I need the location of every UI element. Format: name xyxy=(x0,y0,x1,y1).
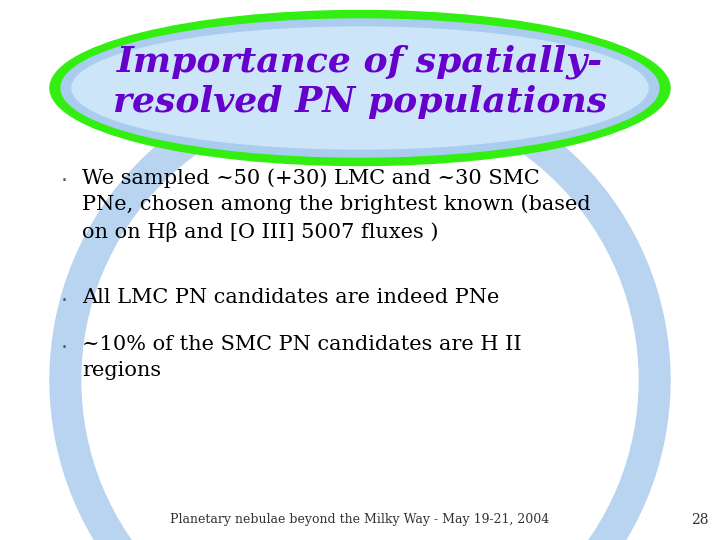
Ellipse shape xyxy=(72,27,648,149)
Text: Importance of spatially-: Importance of spatially- xyxy=(117,45,603,79)
Text: ·: · xyxy=(60,171,68,191)
Ellipse shape xyxy=(50,10,670,165)
Circle shape xyxy=(50,70,670,540)
Text: resolved PN populations: resolved PN populations xyxy=(113,85,607,119)
Text: Planetary nebulae beyond the Milky Way - May 19-21, 2004: Planetary nebulae beyond the Milky Way -… xyxy=(171,514,549,526)
Text: All LMC PN candidates are indeed PNe: All LMC PN candidates are indeed PNe xyxy=(82,288,500,307)
Text: ~10% of the SMC PN candidates are H II
regions: ~10% of the SMC PN candidates are H II r… xyxy=(82,335,521,380)
Text: We sampled ~50 (+30) LMC and ~30 SMC
PNe, chosen among the brightest known (base: We sampled ~50 (+30) LMC and ~30 SMC PNe… xyxy=(82,168,590,241)
Ellipse shape xyxy=(61,19,659,157)
Circle shape xyxy=(82,102,638,540)
Text: 28: 28 xyxy=(691,513,708,527)
Text: ·: · xyxy=(60,291,68,311)
Text: ·: · xyxy=(60,338,68,358)
